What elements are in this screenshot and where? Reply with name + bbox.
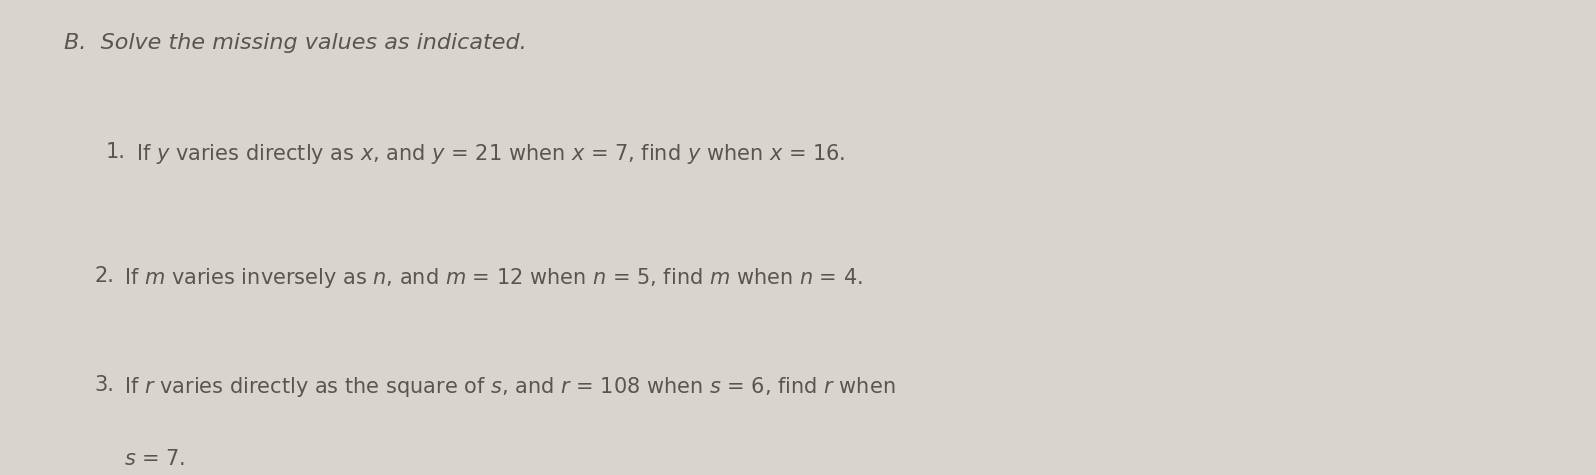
Text: 2.: 2.	[94, 266, 113, 286]
Text: If $m$ varies inversely as $n$, and $m$ = 12 when $n$ = 5, find $m$ when $n$ = 4: If $m$ varies inversely as $n$, and $m$ …	[124, 266, 863, 290]
Text: 3.: 3.	[94, 375, 113, 395]
Text: B.  Solve the missing values as indicated.: B. Solve the missing values as indicated…	[64, 33, 527, 53]
Text: 1.: 1.	[105, 142, 124, 162]
Text: If $r$ varies directly as the square of $s$, and $r$ = 108 when $s$ = 6, find $r: If $r$ varies directly as the square of …	[124, 375, 895, 399]
Text: $s$ = 7.: $s$ = 7.	[124, 449, 185, 469]
Text: If $y$ varies directly as $x$, and $y$ = 21 when $x$ = 7, find $y$ when $x$ = 16: If $y$ varies directly as $x$, and $y$ =…	[136, 142, 844, 167]
